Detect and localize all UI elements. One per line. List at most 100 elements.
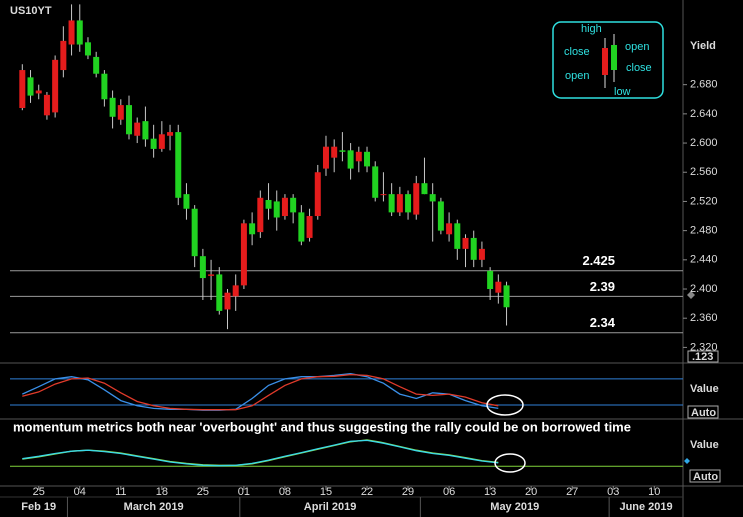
y-tick-label: 2.520 — [690, 195, 718, 207]
y-tick-label: 2.680 — [690, 79, 718, 91]
indicator-line — [22, 373, 499, 411]
scale-button[interactable] — [689, 469, 721, 483]
candle-body — [298, 212, 305, 242]
x-tick-label: 25 — [33, 486, 45, 498]
x-tick-label: 04 — [74, 486, 86, 498]
legend-candle — [611, 45, 617, 70]
x-tick-label: 27 — [566, 486, 578, 498]
legend-label: open — [565, 70, 589, 82]
candle-body — [347, 150, 354, 169]
legend-label: low — [614, 86, 631, 98]
candle-body — [191, 208, 198, 257]
x-tick-label: 15 — [320, 486, 332, 498]
candle-body — [306, 216, 313, 238]
candle-body — [273, 201, 280, 218]
x-tick-label: 29 — [402, 486, 414, 498]
x-tick-label: 03 — [607, 486, 619, 498]
candle-body — [199, 256, 206, 279]
legend: high close open open close low — [552, 21, 664, 99]
candle-body — [19, 70, 26, 109]
candle-body — [314, 172, 321, 217]
candle-body — [52, 59, 59, 113]
candle-body — [290, 197, 297, 213]
candle-body — [503, 285, 510, 308]
candle-body — [167, 132, 174, 136]
x-tick-label: 20 — [525, 486, 537, 498]
candle-body — [355, 151, 362, 162]
candle-body — [413, 183, 420, 215]
value-marker — [684, 458, 690, 464]
candle-body — [35, 90, 42, 94]
candle-body — [142, 121, 149, 140]
month-label: April 2019 — [304, 501, 357, 513]
candle-body — [183, 194, 190, 209]
format-button[interactable] — [687, 350, 719, 363]
candle-body — [76, 20, 83, 45]
candle-body — [101, 73, 108, 100]
y-tick-label: 2.560 — [690, 166, 718, 178]
format-button-label[interactable]: .123 — [692, 351, 713, 363]
candle-body — [470, 237, 477, 260]
candle-body — [281, 197, 288, 217]
x-tick-label: 06 — [443, 486, 455, 498]
price-marker — [687, 291, 695, 299]
y-tick-label: 2.640 — [690, 108, 718, 120]
candle-body — [43, 94, 50, 116]
candle-body — [68, 20, 75, 45]
candle-body — [446, 223, 453, 235]
candle-body — [495, 281, 502, 293]
scale-label[interactable]: Auto — [691, 407, 716, 419]
legend-box — [552, 21, 664, 99]
scale-label[interactable]: Auto — [693, 471, 718, 483]
candle-body — [437, 201, 444, 231]
candle-body — [117, 105, 124, 120]
candle-body — [232, 285, 239, 297]
candle-body — [487, 270, 494, 290]
candle-body — [429, 194, 436, 202]
annotation: momentum metrics both near 'overbought' … — [13, 419, 631, 434]
y-tick-label: 2.360 — [690, 312, 718, 324]
candle-body — [396, 194, 403, 213]
y-tick-label: 2.320 — [690, 341, 718, 353]
panel-label: Value — [690, 439, 719, 451]
candle-body — [322, 146, 329, 169]
candle-body — [240, 223, 247, 286]
scale-button[interactable] — [687, 405, 719, 419]
indicator-line — [22, 373, 499, 411]
candle-body — [126, 105, 133, 135]
candle-body — [175, 132, 182, 198]
month-label: Feb 19 — [21, 501, 56, 513]
y-tick-label: 2.440 — [690, 254, 718, 266]
candle-body — [339, 150, 346, 152]
month-label: March 2019 — [124, 501, 184, 513]
candle-body — [249, 223, 256, 235]
y-tick-label: 2.400 — [690, 283, 718, 295]
candle-body — [478, 248, 485, 260]
panel-label: Value — [690, 383, 719, 395]
reference-label: 2.425 — [582, 253, 615, 268]
x-tick-label: 11 — [115, 486, 126, 498]
month-label: May 2019 — [490, 501, 539, 513]
y-tick-label: 2.600 — [690, 137, 718, 149]
chart-title: US10YT — [10, 5, 52, 17]
legend-label: close — [626, 62, 652, 74]
candle-body — [372, 166, 379, 198]
highlight-ellipse — [494, 453, 526, 473]
reference-label: 2.34 — [590, 315, 616, 330]
candle-body — [84, 42, 91, 56]
highlight-ellipse — [486, 394, 524, 416]
x-tick-label: 08 — [279, 486, 291, 498]
candle-body — [27, 77, 34, 96]
x-tick-label: 01 — [238, 486, 250, 498]
candle-body — [257, 197, 264, 233]
candle-body — [364, 151, 371, 167]
y-tick-label: 2.480 — [690, 225, 718, 237]
legend-label: high — [581, 23, 602, 35]
candle-body — [462, 237, 469, 249]
y-axis-label: Yield — [690, 40, 716, 52]
candle-body — [93, 56, 100, 74]
x-tick-label: 18 — [156, 486, 168, 498]
candle-body — [454, 223, 461, 249]
